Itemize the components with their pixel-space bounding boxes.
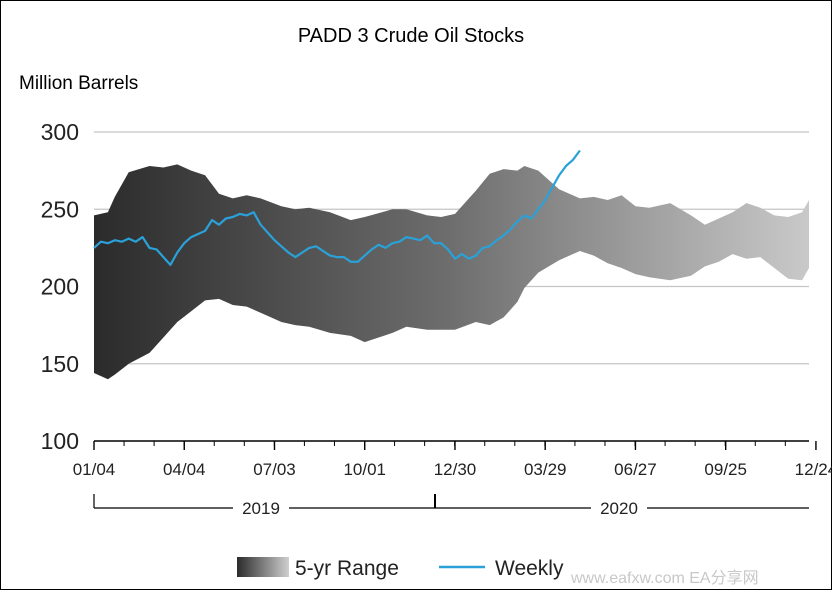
x-tick-label: 01/04	[73, 460, 116, 479]
y-tick-100: 100	[41, 428, 79, 454]
y-tick-300: 300	[41, 119, 79, 145]
range-band	[94, 164, 809, 380]
x-tick-label: 10/01	[343, 460, 386, 479]
x-axis	[93, 440, 817, 450]
year-axis: 2019 2020	[93, 494, 809, 518]
legend-range-label: 5-yr Range	[295, 557, 399, 580]
x-tick-label: 12/24	[795, 460, 832, 479]
watermark: www.eafxw.com EA分享网	[570, 569, 759, 587]
x-tick-labels: 01/04 04/04 07/03 10/01 12/30 03/29 06/27 09/25…	[73, 460, 832, 479]
y-tick-labels: 100 150 200 250 300	[41, 119, 79, 454]
y-tick-250: 250	[41, 196, 79, 222]
year-label-2019: 2019	[242, 499, 280, 518]
y-tick-200: 200	[41, 274, 79, 300]
x-tick-label: 07/03	[253, 460, 296, 479]
legend-weekly-label: Weekly	[495, 557, 564, 580]
legend: 5-yr Range Weekly	[237, 557, 564, 580]
y-axis-label: Million Barrels	[19, 73, 138, 94]
year-label-2020: 2020	[600, 499, 638, 518]
weekly-line	[93, 149, 581, 266]
legend-range-swatch	[237, 557, 289, 577]
y-tick-150: 150	[41, 351, 79, 377]
x-tick-label: 12/30	[434, 460, 477, 479]
x-tick-label: 06/27	[614, 460, 657, 479]
chart-title: PADD 3 Crude Oil Stocks	[298, 25, 524, 47]
x-tick-label: 09/25	[704, 460, 747, 479]
x-tick-label: 04/04	[163, 460, 206, 479]
x-tick-label: 03/29	[524, 460, 567, 479]
